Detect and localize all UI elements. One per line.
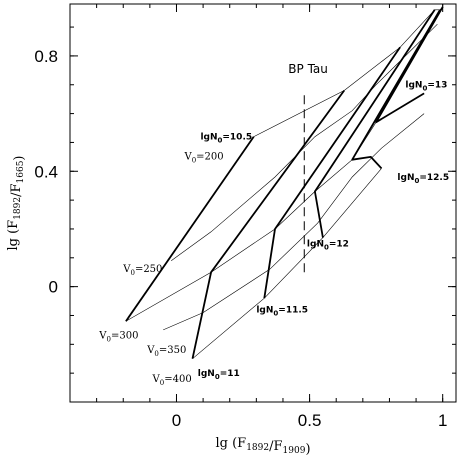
- series-label: lgN0=11: [198, 369, 240, 381]
- series-label: V0=400: [152, 374, 192, 387]
- axis-labels-group: lg (F1892/F1909) lg (F1892/F1665): [6, 155, 311, 457]
- series-label: lgN0=10.5: [200, 133, 252, 145]
- series-label: lgN0=12.5: [397, 173, 449, 185]
- density-line: [125, 136, 255, 322]
- series-label: V0=350: [146, 345, 186, 358]
- x-tick-label: 0.5: [298, 411, 322, 430]
- density-line: [313, 9, 436, 238]
- series-label: V0=250: [122, 264, 162, 277]
- series-label: lgN0=13: [405, 81, 447, 93]
- series-labels: lgN0=10.5 V0=200 V0=250 V0=300 V0=350 V0=400 l…: [98, 62, 449, 387]
- series-label: V0=300: [98, 331, 138, 344]
- axis-ticks: 0 0.5 1 0 0.4 0.8: [34, 4, 456, 430]
- x-tick-label: 0: [172, 411, 181, 430]
- plot-frame: [69, 3, 457, 403]
- series-label: BP Tau: [288, 62, 328, 76]
- y-tick-label: 0: [49, 278, 58, 297]
- series-label: V0=200: [183, 152, 223, 165]
- y-tick-label: 0.8: [34, 47, 58, 66]
- y-axis-label: lg (F1892/F1665): [6, 155, 27, 250]
- density-lines: [125, 6, 444, 359]
- series-label: lgN0=11.5: [256, 306, 308, 318]
- velocity-line: [163, 113, 425, 331]
- density-line: [375, 6, 444, 124]
- x-tick-label: 1: [438, 411, 447, 430]
- density-line: [351, 9, 441, 170]
- series-label: lgN0=12: [307, 239, 349, 251]
- x-axis-label: lg (F1892/F1909): [215, 436, 310, 457]
- y-tick-label: 0.4: [34, 162, 58, 181]
- density-line: [191, 89, 345, 359]
- velocity-line: [253, 6, 443, 137]
- density-line: [263, 46, 401, 299]
- velocity-line: [192, 168, 382, 359]
